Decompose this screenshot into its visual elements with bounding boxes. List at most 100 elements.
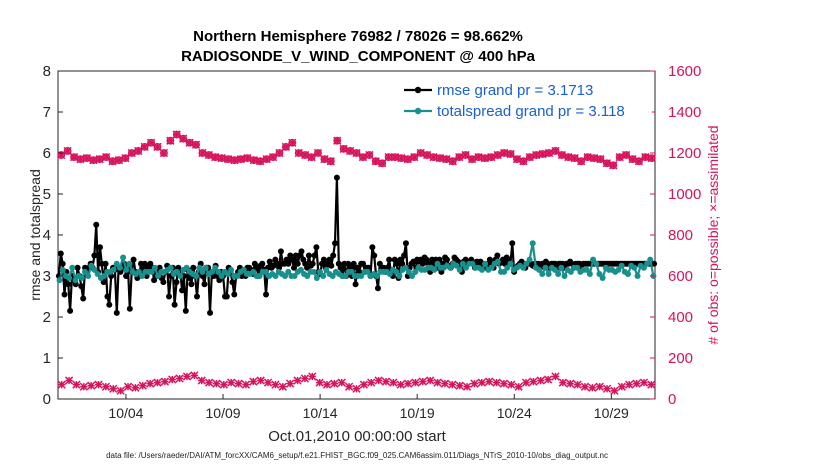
y-tick-left-label: 7 [43,104,51,121]
totalspread-point [523,260,530,267]
obs-assimilated-point [429,152,438,162]
rmse-point [402,240,409,247]
y-tick-left-label: 3 [43,268,51,285]
obs-assimilated-point-low [212,379,221,388]
obs-assimilated-point-low [558,378,568,387]
totalspread-point [542,264,549,271]
y-tick-left-label: 2 [43,309,51,326]
obs-assimilated-point [76,155,85,164]
obs-assimilated-point [256,157,265,166]
totalspread-point [215,268,222,275]
obs-assimilated-point [281,142,291,151]
x-tick-label: 10/19 [400,405,435,421]
obs-assimilated-point [69,152,79,162]
rmse-point [166,293,173,300]
rmse-point [67,307,74,314]
y-tick-left-label: 6 [43,145,51,162]
obs-assimilated-point [275,148,284,158]
obs-assimilated-point-low [440,379,450,388]
obs-assimilated-point-low [418,377,427,386]
obs-assimilated-point-low [573,380,582,389]
obs-assimilated-point [326,157,335,166]
totalspread-point [447,264,454,271]
obs-assimilated-point-low [411,378,420,387]
rmse-point [104,293,111,300]
obs-assimilated-point-low [462,382,472,391]
x-tick-label: 10/29 [594,405,629,421]
obs-assimilated-point-low [227,378,236,387]
rmse-point [494,252,501,259]
totalspread-point [320,273,327,279]
totalspread-point [501,268,508,275]
totalspread-point [282,273,289,279]
obs-assimilated-point-low [337,378,346,387]
obs-assimilated-point-low [116,386,125,395]
obs-assimilated-point-low [639,378,649,387]
obs-assimilated-point-low [131,383,140,392]
obs-assimilated-point [179,134,188,143]
obs-assimilated-point [191,140,201,149]
totalspread-point [234,273,241,279]
data-file-footnote: data file: /Users/raeder/DAI/ATM_forcXX/… [106,451,608,460]
rmse-point [173,279,180,286]
totalspread-point [526,256,533,263]
obs-assimilated-point-low [588,383,597,392]
obs-assimilated-point [185,138,194,147]
obs-assimilated-point [108,157,117,166]
rmse-point [65,281,72,288]
rmse-point [59,260,66,267]
obs-assimilated-point-low [175,374,184,383]
rmse-point [74,264,81,271]
rmse-point [190,264,197,271]
obs-assimilated-point-low [595,382,604,391]
totalspread-point [209,268,216,275]
obs-assimilated-point-low [632,379,641,388]
obs-assimilated-point [82,153,92,163]
obs-assimilated-point [557,150,567,160]
obs-assimilated-point [544,148,554,158]
obs-assimilated-point-low [566,379,575,388]
obs-assimilated-point [570,153,579,163]
rmse-point [277,248,284,255]
totalspread-point [539,270,546,277]
obs-assimilated-point-low [403,379,413,388]
totalspread-point [520,264,527,271]
totalspread-point [402,264,409,271]
totalspread-point [647,256,654,263]
obs-assimilated-point-low [433,378,442,387]
totalspread-point [453,262,460,269]
obs-assimilated-point-low [241,380,251,389]
totalspread-point [393,268,400,275]
totalspread-point [297,266,304,273]
obs-assimilated-point-low [109,384,118,393]
obs-assimilated-point-low [300,374,310,383]
totalspread-point [110,266,117,273]
obs-assimilated-point [95,155,104,164]
totalspread-point [596,270,603,277]
totalspread-point [555,270,562,277]
obs-assimilated-point [102,152,111,162]
rmse-point [113,309,120,316]
totalspread-point [240,266,247,273]
obs-assimilated-point-low [330,379,339,388]
obs-assimilated-point-low [514,382,523,391]
rmse-point [309,260,316,267]
obs-assimilated-point [589,153,599,163]
obs-assimilated-point [204,150,213,160]
rmse-point [291,264,298,271]
obs-assimilated-point [628,155,637,164]
legend-label-rmse: rmse grand pr = 3.1713 [437,82,593,99]
totalspread-point [634,273,641,279]
obs-assimilated-point [403,155,412,164]
rmse-point [207,309,214,316]
rmse-point [96,244,103,251]
obs-assimilated-point-low [322,380,332,389]
rmse-point [160,279,167,286]
obs-assimilated-point [320,155,329,164]
obs-assimilated-point [564,152,573,162]
legend-marker-spread [414,107,422,115]
totalspread-point [316,268,323,275]
rmse-point [259,260,266,267]
totalspread-point [78,275,85,282]
rmse-point [171,301,178,308]
